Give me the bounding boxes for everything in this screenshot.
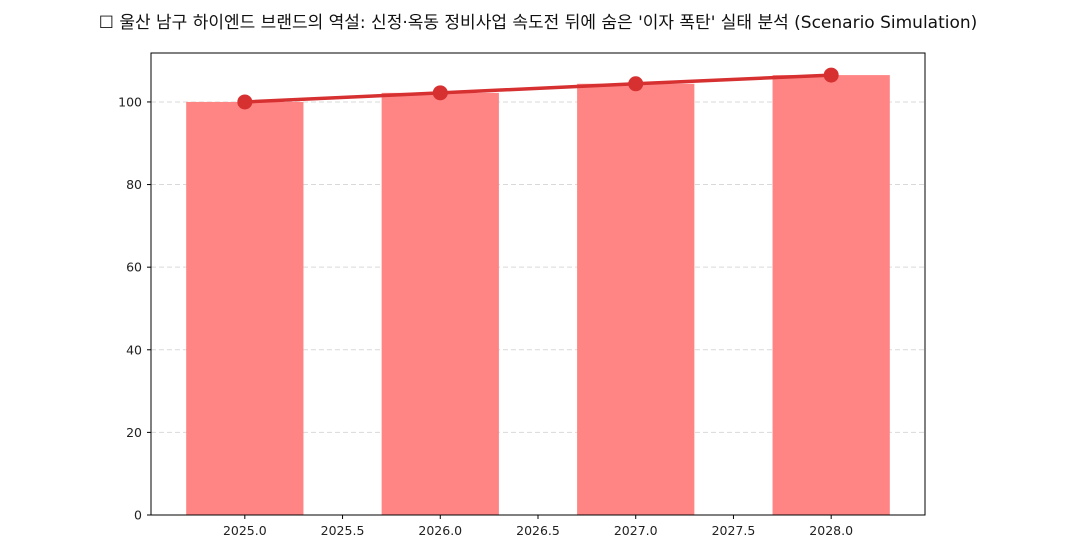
line-marker — [432, 85, 448, 101]
bar — [577, 83, 695, 515]
x-tick-label: 2027.0 — [614, 523, 658, 538]
x-tick-label: 2025.5 — [321, 523, 365, 538]
line-marker — [237, 94, 253, 110]
y-tick-label: 40 — [126, 342, 142, 357]
y-axis: 0 20 40 60 80 100 — [118, 94, 151, 523]
x-tick-label: 2026.5 — [516, 523, 560, 538]
chart-title: ☐ 울산 남구 하이엔드 브랜드의 역설: 신정·옥동 정비사업 속도전 뒤에 … — [98, 13, 978, 33]
line-marker — [628, 76, 644, 92]
bar-series — [186, 75, 890, 516]
trend-line — [244, 73, 832, 104]
y-tick-label: 100 — [118, 94, 142, 109]
x-tick-label: 2027.5 — [712, 523, 756, 538]
x-tick-label: 2028.0 — [809, 523, 853, 538]
x-tick-label: 2026.0 — [418, 523, 462, 538]
x-tick-label: 2025.0 — [223, 523, 267, 538]
bar — [186, 101, 304, 515]
line-marker — [823, 67, 839, 83]
x-axis: 2025.0 2025.5 2026.0 2026.5 2027.0 2027.5 2028… — [223, 515, 853, 538]
bar — [381, 92, 499, 516]
y-tick-label: 20 — [126, 425, 142, 440]
line-series — [237, 67, 839, 110]
bar — [772, 75, 890, 516]
y-tick-label: 60 — [126, 260, 142, 275]
y-tick-label: 80 — [126, 177, 142, 192]
y-tick-label: 0 — [134, 508, 142, 523]
